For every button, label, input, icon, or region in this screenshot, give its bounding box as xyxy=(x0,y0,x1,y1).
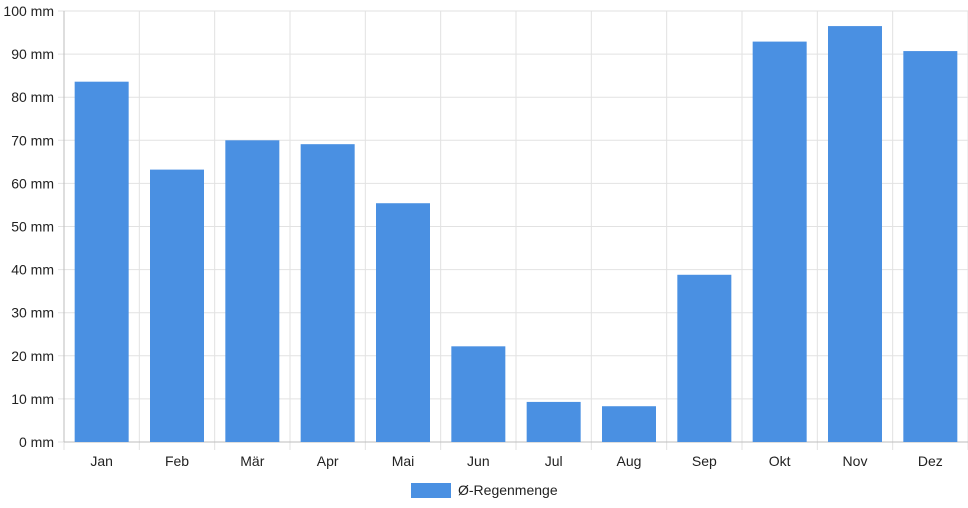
x-tick-label: Feb xyxy=(165,453,189,469)
bar-aug[interactable] xyxy=(602,406,656,442)
bar-sep[interactable] xyxy=(677,274,732,442)
x-tick-label: Dez xyxy=(918,453,943,469)
x-tick-label: Okt xyxy=(769,453,791,469)
bar-okt[interactable] xyxy=(752,41,807,442)
bar-feb[interactable] xyxy=(150,169,204,442)
y-tick-label: 0 mm xyxy=(19,434,54,450)
bar-dez[interactable] xyxy=(903,51,958,442)
legend[interactable]: Ø-Regenmenge xyxy=(411,482,558,498)
x-tick-label: Jan xyxy=(90,453,113,469)
x-tick-label: Jul xyxy=(545,453,563,469)
y-tick-label: 10 mm xyxy=(11,391,54,407)
y-tick-label: 90 mm xyxy=(11,46,54,62)
y-tick-label: 80 mm xyxy=(11,89,54,105)
y-tick-label: 100 mm xyxy=(3,3,54,19)
y-axis: 0 mm 10 mm 20 mm 30 mm 40 mm 50 mm 60 mm 70 mm 8… xyxy=(3,3,65,450)
y-tick-label: 70 mm xyxy=(11,132,54,148)
x-tick-label: Jun xyxy=(467,453,490,469)
legend-label[interactable]: Ø-Regenmenge xyxy=(458,482,558,498)
bar-series xyxy=(74,26,958,443)
x-tick-label: Nov xyxy=(843,453,868,469)
x-tick-label: Mai xyxy=(392,453,415,469)
x-axis: Jan Feb Mär Apr Mai Jun Jul Aug Sep Okt Nov Dez xyxy=(64,441,968,469)
y-tick-label: 50 mm xyxy=(11,219,54,235)
bar-jul[interactable] xyxy=(526,401,581,442)
bar-jun[interactable] xyxy=(451,346,506,442)
y-tick-label: 60 mm xyxy=(11,175,54,191)
bar-nov[interactable] xyxy=(828,26,882,443)
x-tick-label: Sep xyxy=(692,453,717,469)
y-tick-label: 40 mm xyxy=(11,262,54,278)
y-tick-label: 30 mm xyxy=(11,305,54,321)
y-tick-label: 20 mm xyxy=(11,348,54,364)
x-tick-label: Aug xyxy=(617,453,642,469)
legend-swatch[interactable] xyxy=(411,483,451,498)
x-tick-label: Apr xyxy=(317,453,339,469)
bar-mai[interactable] xyxy=(376,203,430,442)
x-tick-label: Mär xyxy=(240,453,264,469)
bar-apr[interactable] xyxy=(300,144,355,442)
bar-mär[interactable] xyxy=(225,140,280,443)
bar-jan[interactable] xyxy=(74,81,129,443)
